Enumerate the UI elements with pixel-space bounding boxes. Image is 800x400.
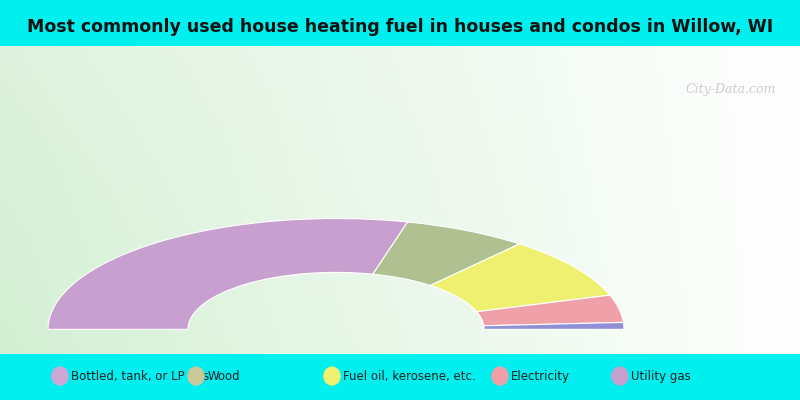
Text: Bottled, tank, or LP gas: Bottled, tank, or LP gas xyxy=(71,370,210,382)
Text: Wood: Wood xyxy=(207,370,240,382)
Ellipse shape xyxy=(51,366,69,386)
Text: Electricity: Electricity xyxy=(511,370,570,382)
Text: City-Data.com: City-Data.com xyxy=(686,83,776,96)
Ellipse shape xyxy=(323,366,341,386)
Text: Fuel oil, kerosene, etc.: Fuel oil, kerosene, etc. xyxy=(343,370,476,382)
Wedge shape xyxy=(477,295,623,326)
Text: Utility gas: Utility gas xyxy=(631,370,691,382)
Wedge shape xyxy=(430,244,610,312)
Ellipse shape xyxy=(187,366,205,386)
Wedge shape xyxy=(48,218,408,329)
Ellipse shape xyxy=(611,366,629,386)
Ellipse shape xyxy=(491,366,509,386)
Text: Most commonly used house heating fuel in houses and condos in Willow, WI: Most commonly used house heating fuel in… xyxy=(27,18,773,36)
Wedge shape xyxy=(484,322,624,329)
Wedge shape xyxy=(373,222,519,286)
